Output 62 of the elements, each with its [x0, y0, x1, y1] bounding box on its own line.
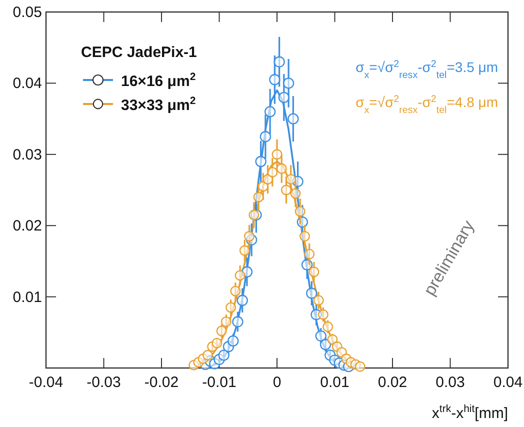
x-tick-label: 0: [272, 374, 282, 391]
point: [228, 335, 239, 347]
x-tick-label: 0.02: [378, 374, 408, 391]
legend-label: 16×16 μm$^{2}$: [121, 71, 196, 90]
point: [327, 334, 338, 345]
point: [313, 295, 324, 306]
point: [315, 330, 326, 342]
point: [230, 286, 241, 296]
point: [290, 188, 301, 199]
x-tick-label: 0.03: [436, 374, 465, 391]
point: [288, 113, 299, 124]
point: [280, 184, 292, 196]
y-tick-label: 0.02: [12, 218, 42, 235]
point: [299, 231, 310, 242]
point: [236, 294, 248, 306]
point: [260, 131, 272, 142]
legend-title: CEPC JadePix-1: [81, 44, 197, 61]
point: [274, 56, 285, 68]
point: [308, 266, 320, 278]
point: [248, 210, 260, 220]
point: [278, 92, 290, 104]
point: [239, 245, 250, 256]
point: [294, 206, 306, 217]
point: [286, 174, 296, 185]
point: [255, 156, 266, 168]
point: [226, 302, 236, 313]
point: [320, 338, 332, 350]
x-tick-label: -0.02: [144, 374, 179, 391]
legend-label: 33×33 μm$^{2}$: [121, 95, 196, 114]
point: [322, 321, 334, 332]
x-tick-label: -0.04: [28, 374, 64, 391]
y-tick-label: 0.05: [12, 4, 42, 21]
x-tick-label: 0.04: [493, 374, 523, 391]
point: [262, 174, 274, 185]
x-axis-title: x$^{trk}$-x$^{hit}$[mm]: [432, 403, 508, 422]
point: [202, 350, 213, 360]
point: [218, 350, 230, 361]
point: [354, 361, 366, 372]
x-tick-label: -0.03: [86, 374, 121, 391]
point: [212, 338, 222, 348]
point: [306, 288, 318, 299]
point: [276, 163, 287, 174]
y-tick-label: 0.01: [12, 288, 42, 306]
point: [216, 326, 227, 336]
point: [301, 259, 313, 270]
point: [258, 181, 268, 192]
point: [253, 192, 264, 202]
point: [272, 149, 282, 160]
point: [318, 309, 328, 320]
x-tick-label: -0.01: [202, 374, 236, 391]
point: [232, 316, 244, 328]
point: [269, 74, 280, 86]
y-tick-label: 0.04: [12, 75, 42, 92]
point: [234, 270, 246, 281]
x-tick-label: 0.01: [320, 374, 350, 391]
point: [244, 231, 255, 242]
y-tick-label: 0.03: [12, 146, 42, 164]
point: [220, 316, 232, 327]
point: [282, 78, 294, 89]
point: [304, 248, 315, 260]
point: [267, 166, 278, 178]
point: [264, 106, 276, 118]
